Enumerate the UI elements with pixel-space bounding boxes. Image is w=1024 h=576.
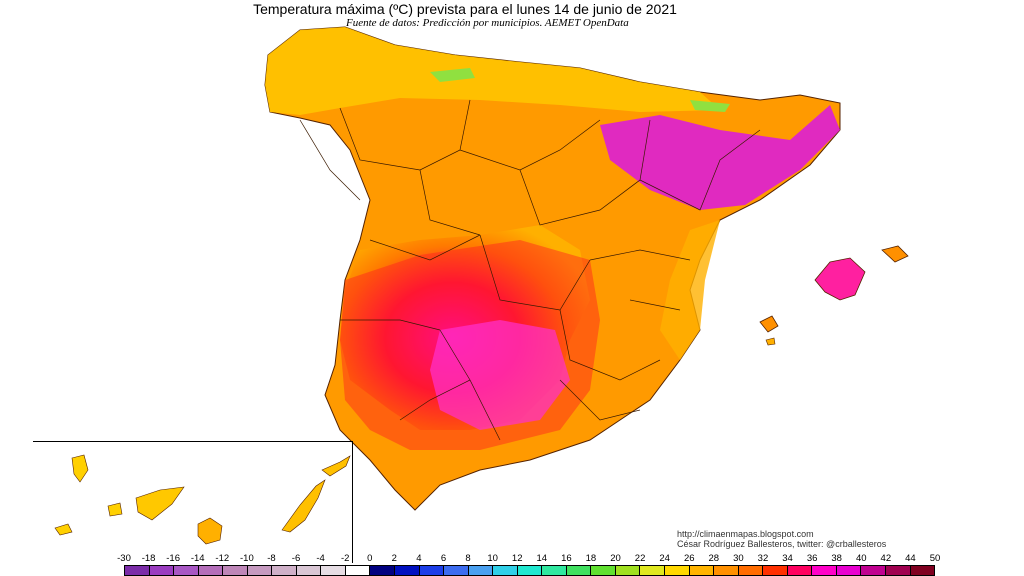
credit-author: César Rodríguez Ballesteros, twitter: @c… (677, 539, 887, 549)
ibiza (759, 315, 779, 333)
legend-swatch (444, 566, 469, 575)
menorca (881, 245, 909, 263)
legend-swatch (198, 566, 224, 575)
legend-label: 38 (831, 553, 842, 564)
legend-label: 30 (733, 553, 744, 564)
el-hierro (54, 523, 73, 536)
legend-label: -2 (340, 553, 350, 564)
legend-label: 14 (536, 553, 548, 564)
formentera (765, 337, 776, 346)
legend-swatch (542, 566, 567, 575)
legend-label: 12 (511, 553, 523, 564)
legend-swatch (738, 566, 764, 575)
legend-label: 6 (440, 553, 447, 564)
legend-labels: -30 -18 -16 -14 -12 -10 -8 -6 -4 -2 0 2 4 6 8 10 12 14 16 1… (110, 553, 940, 565)
credit-block: http://climaenmapas.blogspot.com César R… (677, 529, 886, 549)
tenerife (135, 486, 185, 521)
legend-swatch (640, 566, 666, 575)
legend-swatch (910, 566, 935, 575)
lanzarote (321, 455, 351, 477)
legend-label: 20 (610, 553, 621, 564)
legend-swatch (174, 566, 199, 575)
legend-label: -10 (240, 553, 254, 564)
legend-swatch (615, 566, 641, 575)
legend-label: -12 (215, 553, 230, 564)
legend-label: 40 (855, 553, 867, 564)
legend-label: 10 (487, 553, 498, 564)
map-title: Temperatura máxima (ºC) prevista para el… (253, 1, 677, 17)
guadalquivir-magenta (430, 320, 570, 430)
legend-swatch (566, 566, 592, 575)
legend-label: 8 (465, 553, 471, 564)
legend-label: 22 (634, 553, 646, 564)
legend-label: 28 (708, 553, 720, 564)
legend-swatch (787, 566, 813, 575)
legend-swatch (468, 566, 494, 575)
balearic-islands (759, 245, 909, 346)
legend-label: 32 (757, 553, 769, 564)
north-green-patches (430, 68, 730, 112)
legend-swatch (836, 566, 862, 575)
legend-swatch (370, 566, 396, 575)
legend-swatch (272, 566, 297, 575)
legend-swatch (419, 566, 445, 575)
legend-label: 50 (929, 553, 941, 564)
la-gomera (107, 502, 123, 517)
legend-swatch (247, 566, 273, 575)
iberian-peninsula (264, 26, 841, 511)
legend-swatch (591, 566, 616, 575)
legend-swatch (395, 566, 420, 575)
legend-label: 26 (683, 553, 695, 564)
mallorca (814, 257, 866, 301)
legend-label: 18 (585, 553, 597, 564)
legend-swatch (714, 566, 739, 575)
legend-swatch (812, 566, 837, 575)
legend-label: 0 (367, 553, 373, 564)
legend-label: -16 (166, 553, 181, 564)
legend-swatch (517, 566, 543, 575)
legend-label: -8 (267, 553, 276, 564)
legend-swatch (493, 566, 518, 575)
legend-label: 34 (782, 553, 793, 564)
province-borders (299, 99, 761, 441)
legend-label: -6 (291, 553, 301, 564)
east-coast-orange (660, 220, 720, 360)
north-coast-band (265, 27, 720, 115)
legend-swatch (223, 566, 248, 575)
legend-swatch (885, 566, 911, 575)
legend-label: -18 (141, 553, 156, 564)
legend-label: 44 (905, 553, 916, 564)
legend-swatch (861, 566, 886, 575)
legend-swatch (689, 566, 715, 575)
la-palma (71, 454, 89, 483)
legend-label: 16 (561, 553, 572, 564)
legend-swatch (665, 566, 690, 575)
ebro-valley-hot (600, 105, 840, 210)
legend-color-bar (124, 565, 935, 576)
legend-swatch (345, 566, 371, 575)
legend-label: 42 (880, 553, 892, 564)
gran-canaria (197, 517, 223, 545)
legend-label: -4 (316, 553, 325, 564)
legend-label: 2 (391, 553, 397, 564)
legend-label: -30 (117, 553, 131, 564)
legend-label: 24 (659, 553, 670, 564)
legend-swatch (321, 566, 346, 575)
legend-swatch (763, 566, 788, 575)
legend-swatch (149, 566, 175, 575)
canary-islands (54, 454, 351, 545)
legend-label: 36 (806, 553, 818, 564)
fuerteventura (281, 479, 326, 533)
map-subtitle: Fuente de datos: Predicción por municipi… (346, 17, 629, 29)
legend-swatch (296, 566, 322, 575)
legend-label: -14 (190, 553, 205, 564)
legend-swatch (125, 566, 150, 575)
credit-url[interactable]: http://climaenmapas.blogspot.com (677, 529, 814, 539)
legend-label: 4 (416, 553, 422, 564)
canary-inset-frame (33, 441, 353, 563)
